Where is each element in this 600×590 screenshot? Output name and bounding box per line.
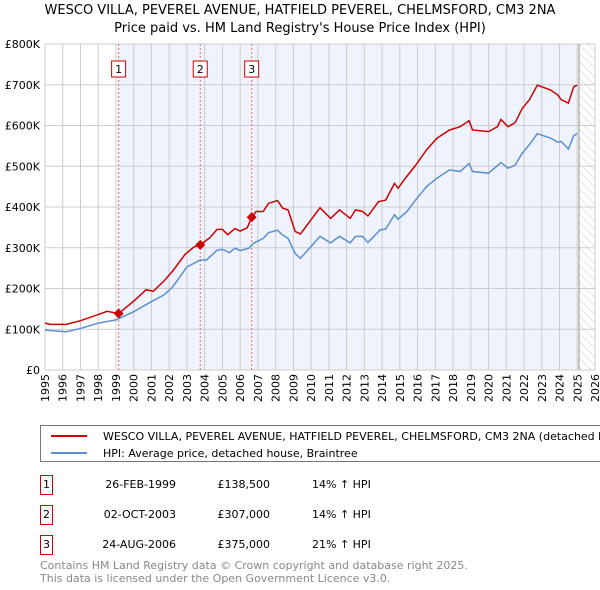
sale-point xyxy=(246,212,257,223)
x-tick-label: 2009 xyxy=(287,374,300,402)
sale-price: £375,000 xyxy=(217,538,271,551)
sale-price: £138,500 xyxy=(217,478,271,491)
hpi-line xyxy=(44,132,578,333)
x-tick-label: 2014 xyxy=(376,374,389,402)
sale-hpi-diff: 14% ↑ HPI xyxy=(312,508,371,521)
x-tick-label: 2000 xyxy=(128,374,141,402)
x-tick-label: 2021 xyxy=(500,374,513,402)
legend-item-hpi: HPI: Average price, detached house, Brai… xyxy=(41,445,358,461)
sale-point xyxy=(113,308,124,319)
x-tick-label: 1996 xyxy=(57,374,70,402)
footer-line-2: This data is licensed under the Open Gov… xyxy=(40,572,391,585)
price-chart: 1995 1996 1997 1998 1999 2000 2001 2002 2003 2004… xyxy=(5,38,600,402)
x-tick-label: 2019 xyxy=(465,374,478,402)
x-tick-label: 2013 xyxy=(358,374,371,402)
x-tick-label: 2004 xyxy=(199,374,212,402)
legend: WESCO VILLA, PEVEREL AVENUE, HATFIELD PE… xyxy=(40,425,600,462)
x-tick-label: 2005 xyxy=(216,374,229,402)
x-tick-label: 2008 xyxy=(270,374,283,402)
legend-blue-line xyxy=(51,452,87,454)
legend-item-property: WESCO VILLA, PEVEREL AVENUE, HATFIELD PE… xyxy=(41,428,600,444)
footer-line-1: Contains HM Land Registry data © Crown c… xyxy=(40,559,468,572)
sale-number: 2 xyxy=(40,505,53,525)
sale-hpi-diff: 21% ↑ HPI xyxy=(312,538,371,551)
y-tick-label: £0 xyxy=(26,364,40,377)
x-tick-label: 2006 xyxy=(234,374,247,402)
sale-date: 24-AUG-2006 xyxy=(102,538,176,551)
x-tick-label: 2011 xyxy=(323,374,336,402)
sale-number-box xyxy=(244,60,260,78)
x-tick-label: 2017 xyxy=(429,374,442,402)
property-price-line xyxy=(44,84,578,326)
sale-number: 3 xyxy=(248,63,255,76)
x-tick-label: 1995 xyxy=(39,374,52,402)
x-tick-label: 1997 xyxy=(74,374,87,402)
x-tick-label: 2020 xyxy=(483,374,496,402)
sale-date: 02-OCT-2003 xyxy=(103,508,176,521)
x-tick-label: 2001 xyxy=(145,374,158,402)
x-tick-label: 2003 xyxy=(181,374,194,402)
sale-number: 1 xyxy=(40,475,53,495)
sale-hpi-diff: 14% ↑ HPI xyxy=(312,478,371,491)
x-tick-label: 2018 xyxy=(447,374,460,402)
y-tick-label: £800K xyxy=(5,38,41,51)
y-tick-label: £300K xyxy=(5,242,41,255)
x-tick-label: 2026 xyxy=(589,374,600,402)
x-tick-label: 2012 xyxy=(341,374,354,402)
y-tick-label: £200K xyxy=(5,283,41,296)
y-tick-label: £500K xyxy=(5,160,41,173)
y-tick-label: £100K xyxy=(5,323,41,336)
legend-label: WESCO VILLA, PEVEREL AVENUE, HATFIELD PE… xyxy=(103,429,600,443)
legend-red-line xyxy=(51,435,87,437)
x-tick-label: 1998 xyxy=(92,374,105,402)
y-tick-label: £400K xyxy=(5,201,41,214)
sale-point xyxy=(195,239,206,250)
x-tick-label: 2023 xyxy=(536,374,549,402)
y-tick-label: £600K xyxy=(5,120,41,133)
x-tick-label: 2010 xyxy=(305,374,318,402)
legend-label: HPI: Average price, detached house, Brai… xyxy=(103,446,358,460)
sale-date: 26-FEB-1999 xyxy=(105,478,176,491)
sale-number: 1 xyxy=(115,63,122,76)
sale-number: 3 xyxy=(40,535,53,555)
x-tick-label: 1999 xyxy=(110,374,123,402)
y-tick-label: £700K xyxy=(5,79,41,92)
sale-number: 2 xyxy=(197,63,204,76)
sale-price: £307,000 xyxy=(217,508,271,521)
sale-number-box xyxy=(192,60,208,78)
x-tick-label: 2025 xyxy=(571,374,584,402)
x-tick-label: 2007 xyxy=(252,374,265,402)
chart-subtitle: Price paid vs. HM Land Registry's House … xyxy=(114,21,486,36)
x-tick-label: 2015 xyxy=(394,374,407,402)
sale-number-box xyxy=(111,60,127,78)
x-tick-label: 2022 xyxy=(518,374,531,402)
x-tick-label: 2024 xyxy=(554,374,567,402)
x-tick-label: 2002 xyxy=(163,374,176,402)
chart-title: WESCO VILLA, PEVEREL AVENUE, HATFIELD PE… xyxy=(44,3,556,18)
x-tick-label: 2016 xyxy=(412,374,425,402)
